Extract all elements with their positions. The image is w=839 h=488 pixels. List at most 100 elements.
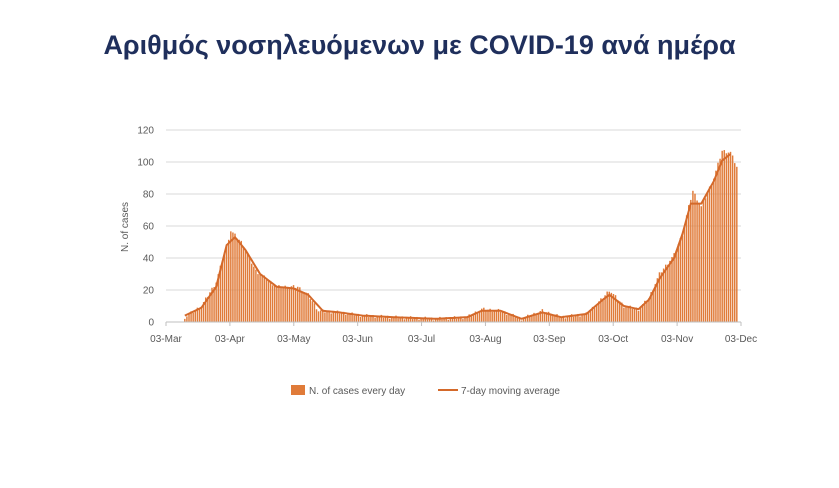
bar: [472, 313, 475, 322]
bar: [242, 247, 245, 322]
bar: [246, 253, 249, 322]
bar: [376, 316, 378, 322]
bar: [359, 316, 362, 322]
x-tick-label: 03-Aug: [469, 334, 501, 345]
bar: [608, 291, 610, 322]
bar: [217, 274, 219, 322]
bar: [299, 287, 301, 322]
bar: [606, 291, 608, 322]
bar: [589, 310, 592, 322]
bar: [685, 215, 688, 322]
bar: [441, 319, 443, 322]
bar: [610, 292, 613, 322]
bar: [349, 313, 351, 322]
bar: [334, 311, 337, 322]
bar: [213, 287, 215, 322]
bar: [639, 307, 642, 322]
bar: [637, 310, 640, 322]
x-tick-label: 03-May: [277, 334, 310, 345]
bar: [286, 288, 288, 322]
bar: [556, 314, 558, 322]
bar: [343, 311, 345, 322]
bar: [700, 206, 702, 322]
bar: [704, 198, 707, 322]
bar: [660, 272, 663, 322]
bar: [600, 298, 602, 322]
bar: [257, 274, 259, 322]
bar: [635, 307, 638, 322]
bar: [238, 239, 240, 322]
bar: [196, 307, 199, 322]
bar: [428, 318, 431, 322]
bar: [228, 239, 230, 322]
bar: [267, 280, 270, 322]
legend-bar-label: N. of cases every day: [309, 386, 405, 397]
x-tick-label: 03-Jul: [408, 334, 435, 345]
bar: [336, 310, 339, 322]
bar: [307, 293, 309, 322]
axes: 0 20 40 60 80 100 120 03-Mar 03-Apr 03-May 03-Jun 0…: [137, 126, 757, 346]
bar: [518, 316, 521, 322]
bar: [717, 162, 719, 322]
bar: [451, 317, 454, 322]
bar: [585, 312, 587, 322]
bar: [648, 298, 650, 322]
bar: [562, 315, 564, 322]
bar: [725, 153, 728, 322]
bar: [282, 286, 284, 322]
bar: [458, 317, 460, 322]
bar: [568, 315, 571, 322]
bar: [644, 300, 646, 322]
bar: [353, 315, 355, 322]
bar: [520, 320, 523, 322]
bar: [338, 313, 341, 322]
bar: [487, 309, 489, 322]
bar: [675, 250, 677, 322]
bar: [531, 314, 533, 322]
legend-line-label: 7-day moving average: [461, 386, 560, 397]
bar: [326, 311, 328, 322]
bar: [409, 316, 412, 322]
bar: [190, 311, 192, 322]
bar: [259, 274, 261, 322]
bar: [614, 295, 617, 322]
bar: [422, 317, 424, 322]
bar: [309, 299, 311, 322]
bar: [736, 166, 738, 322]
bar: [508, 314, 510, 322]
bar: [253, 266, 255, 322]
bar: [545, 312, 548, 322]
bar: [656, 278, 659, 322]
bar: [198, 309, 201, 322]
bar: [251, 263, 253, 322]
bar: [481, 308, 483, 322]
bar: [223, 252, 226, 322]
bar: [430, 317, 433, 322]
bar: [662, 268, 665, 322]
bar: [395, 315, 397, 322]
bar: [529, 316, 531, 322]
bar: [386, 315, 389, 322]
bar: [284, 285, 286, 322]
bar: [715, 170, 717, 322]
bar: [278, 285, 280, 322]
bar: [384, 316, 387, 322]
bar: [623, 307, 625, 322]
bar: [683, 225, 686, 322]
bar: [317, 311, 320, 322]
bar: [455, 318, 458, 322]
bar: [232, 232, 234, 322]
bar: [244, 250, 247, 322]
bar: [209, 292, 211, 322]
bar: [186, 316, 188, 322]
bar: [627, 306, 629, 322]
bar: [305, 292, 307, 322]
bar: [447, 319, 449, 322]
bar: [453, 316, 456, 322]
bar: [734, 163, 736, 322]
bar: [598, 301, 600, 322]
y-tick-label: 60: [143, 222, 155, 233]
bar: [602, 299, 604, 322]
bar: [368, 317, 370, 322]
bar: [727, 152, 730, 322]
